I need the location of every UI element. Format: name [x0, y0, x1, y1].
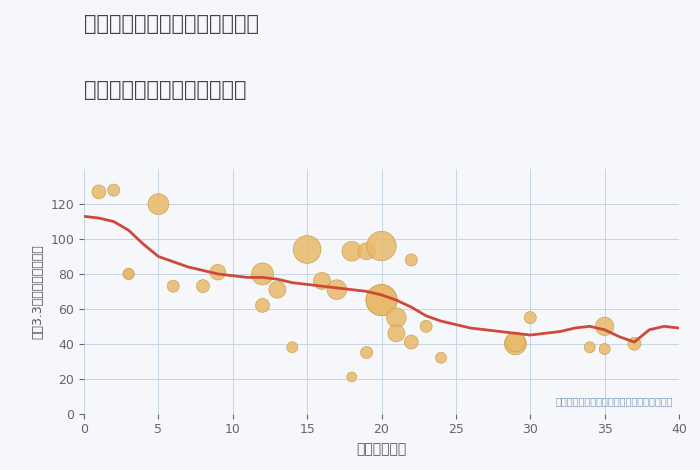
Point [376, 297, 387, 304]
Point [421, 322, 432, 330]
Text: 円の大きさは、取引のあった物件面積を示す: 円の大きさは、取引のあった物件面積を示す [556, 396, 673, 406]
Point [346, 373, 357, 381]
Point [599, 345, 610, 353]
Point [168, 282, 179, 290]
Point [406, 256, 417, 264]
Point [584, 344, 595, 351]
Point [93, 188, 104, 196]
Point [123, 270, 134, 278]
Text: 築年数別中古マンション価格: 築年数別中古マンション価格 [84, 80, 246, 100]
Point [361, 349, 372, 356]
Point [510, 338, 521, 346]
Point [108, 187, 119, 194]
Point [257, 302, 268, 309]
Point [287, 344, 298, 351]
Point [376, 297, 387, 304]
Point [197, 282, 209, 290]
Point [599, 322, 610, 330]
Point [361, 248, 372, 255]
Point [510, 340, 521, 347]
Text: 愛知県名古屋市中川区玉船町の: 愛知県名古屋市中川区玉船町の [84, 14, 259, 34]
X-axis label: 築年数（年）: 築年数（年） [356, 442, 407, 456]
Point [212, 268, 223, 276]
Point [391, 314, 402, 321]
Point [629, 340, 640, 347]
Point [391, 329, 402, 337]
Point [525, 314, 536, 321]
Point [376, 242, 387, 250]
Point [346, 248, 357, 255]
Point [435, 354, 447, 361]
Point [316, 277, 328, 285]
Y-axis label: 坪（3.3㎡）単価（万円）: 坪（3.3㎡）単価（万円） [32, 244, 45, 339]
Point [153, 200, 164, 208]
Point [257, 270, 268, 278]
Point [123, 270, 134, 278]
Point [331, 286, 342, 293]
Point [272, 286, 283, 293]
Point [302, 246, 313, 253]
Point [406, 338, 417, 346]
